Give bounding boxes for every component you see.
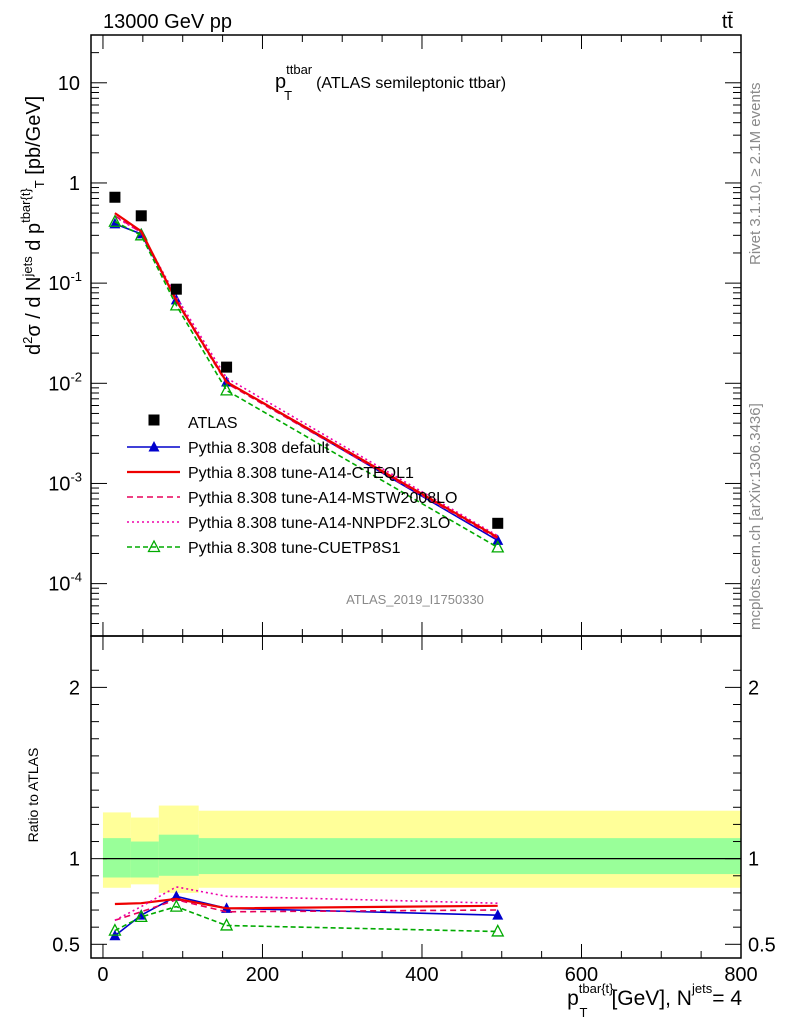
legend-label: Pythia 8.308 tune-CUETP8S1 <box>188 540 401 557</box>
main-title: pttbar T (ATLAS semileptonic ttbar) <box>275 62 506 103</box>
ratio-band-inner <box>130 841 159 878</box>
title-rest: (ATLAS semileptonic ttbar) <box>316 75 506 92</box>
x-tick-label: 400 <box>405 964 438 986</box>
data-marker <box>220 382 234 396</box>
data-marker <box>492 517 504 529</box>
ratio-panel: 0 200 400 600 800 0.5 0.5 1 1 2 2 <box>52 635 776 986</box>
rivet-label: Rivet 3.1.10, ≥ 2.1M events <box>747 83 764 266</box>
ratio-line <box>114 895 498 937</box>
ratio-y-tick-label: 0.5 <box>52 934 80 956</box>
series-line <box>114 212 499 539</box>
ratio-y-tick-label: 2 <box>69 677 80 699</box>
legend-label: Pythia 8.308 tune-A14-NNPDF2.3LO <box>188 515 450 532</box>
data-marker <box>169 899 183 912</box>
legend: ATLAS Pythia 8.308 default Pythia 8.308 tu… <box>127 414 457 557</box>
x-tick-label: 600 <box>565 964 598 986</box>
data-marker <box>170 283 182 295</box>
ratio-line <box>114 905 498 933</box>
y-tick-label: 10-1 <box>48 269 82 295</box>
x-tick-label: 200 <box>246 964 279 986</box>
legend-label: Pythia 8.308 default <box>188 440 330 457</box>
ratio-frame <box>90 635 742 959</box>
ratio-y-tick-label-right: 1 <box>748 849 759 871</box>
data-marker <box>148 414 160 426</box>
xlabel: ptbar{t} T[GeV], Njets= 4 <box>567 981 742 1020</box>
ratio-ylabel: Ratio to ATLAS <box>25 748 41 843</box>
x-tick-label: 800 <box>724 964 757 986</box>
data-marker <box>135 210 147 222</box>
watermark: ATLAS_2019_I1750330 <box>346 592 484 607</box>
ratio-band-inner <box>102 838 131 878</box>
title-sub: T <box>284 88 292 103</box>
ratio-y-tick-label-right: 2 <box>748 677 759 699</box>
data-marker <box>221 361 233 373</box>
data-marker <box>109 191 121 203</box>
data-marker <box>491 924 505 937</box>
y-tick-label: 10 <box>58 73 80 95</box>
y-tick-label: 1 <box>69 173 80 195</box>
ratio-y-tick-label-right: 0.5 <box>748 934 776 956</box>
ratio-band-inner <box>158 834 199 876</box>
legend-label: Pythia 8.308 tune-A14-CTEQL1 <box>188 465 414 482</box>
main-ylabel: d2σ / d Njets d ptbar{t}T [pb/GeV] <box>18 96 47 355</box>
y-tick-label: 10-4 <box>48 570 82 596</box>
series-line <box>114 220 499 549</box>
legend-label: Pythia 8.308 tune-A14-MSTW2008LO <box>188 490 457 507</box>
energy-label: 13000 GeV pp <box>103 11 232 33</box>
ratio-line <box>114 886 498 922</box>
title-sup: ttbar <box>286 62 313 77</box>
data-marker <box>492 534 504 545</box>
x-tick-label: 0 <box>97 964 108 986</box>
process-label: tt̄ <box>722 11 734 33</box>
y-tick-label: 10-3 <box>48 469 82 495</box>
ratio-band-inner <box>198 838 742 875</box>
data-marker <box>108 923 122 936</box>
main-panel: 10-4 10-3 10-2 10-1 1 10 <box>48 34 742 958</box>
data-marker <box>134 909 148 923</box>
data-marker <box>220 918 234 931</box>
series-line <box>114 216 499 537</box>
title-main: p <box>275 71 286 93</box>
y-tick-label: 10-2 <box>48 369 82 395</box>
ratio-y-tick-label: 1 <box>69 849 80 871</box>
ratio-line <box>114 897 498 910</box>
data-marker <box>147 539 161 553</box>
mcplots-label: mcplots.cern.ch [arXiv:1306.3436] <box>747 403 764 630</box>
data-marker <box>492 909 504 920</box>
legend-label: ATLAS <box>188 415 238 432</box>
data-marker <box>108 214 122 227</box>
data-marker <box>148 441 160 452</box>
data-marker <box>491 539 505 553</box>
